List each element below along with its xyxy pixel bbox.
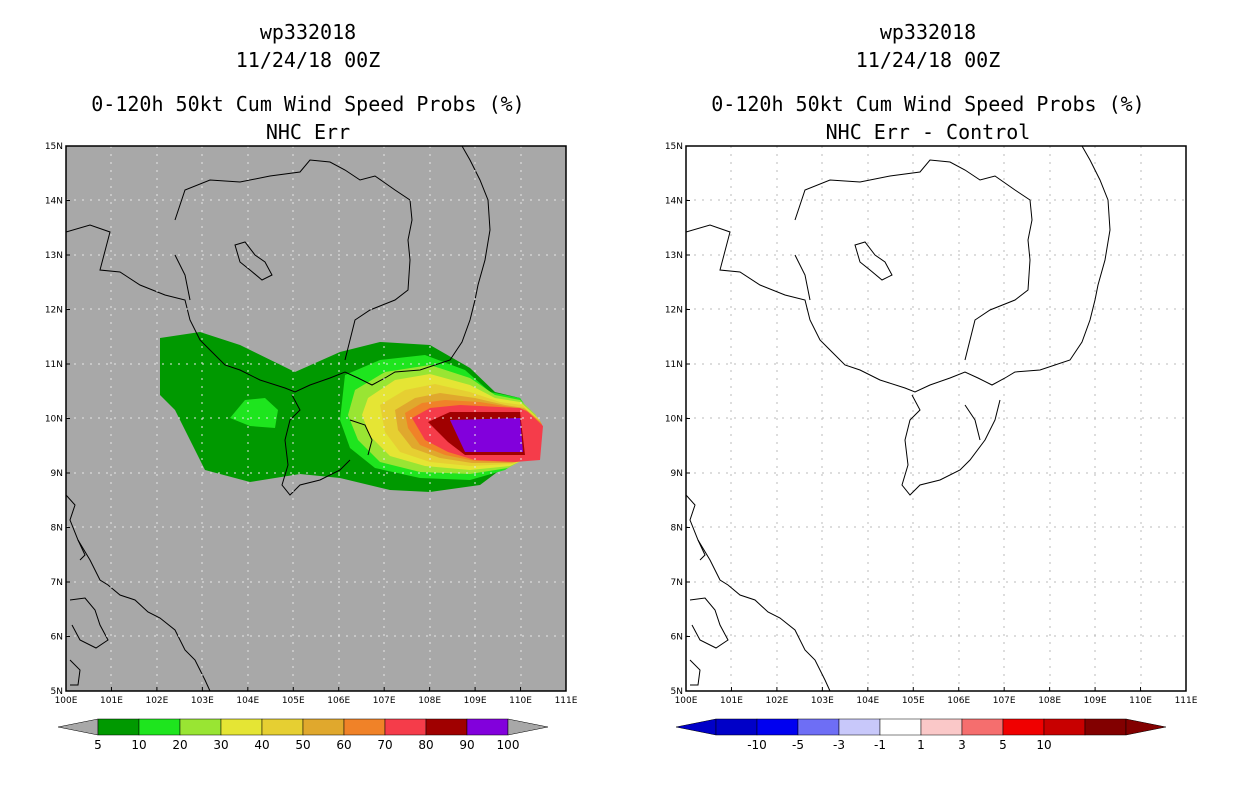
left-lat-tick-label: 11N	[45, 360, 63, 370]
left-colorbar-label: 50	[295, 738, 310, 752]
right-colorbar: -10 -5 -3 -1 1 3 5 10	[675, 718, 1167, 752]
right-colorbar-box	[961, 718, 1004, 736]
right-lon-tick-label: 107E	[993, 696, 1016, 706]
left-lat-tick-label: 7N	[51, 578, 63, 588]
right-lat-tick-label: 5N	[671, 687, 683, 697]
left-colorbar-label: 30	[213, 738, 228, 752]
right-colorbar-label: -5	[792, 738, 804, 752]
left-lat-tick-label: 9N	[51, 469, 63, 479]
left-lon-tick-label: 105E	[282, 696, 305, 706]
right-lon-tick-label: 100E	[675, 696, 698, 706]
left-date: 11/24/18 00Z	[235, 48, 381, 72]
left-colorbar-label: 20	[172, 738, 187, 752]
left-lon-tick-label: 107E	[373, 696, 396, 706]
left-lat-tick-label: 15N	[45, 142, 63, 152]
right-lat-tick-label: 6N	[671, 633, 683, 643]
right-lon-tick-label: 110E	[1129, 696, 1152, 706]
right-lat-tick-label: 10N	[665, 415, 683, 425]
right-coastlines	[686, 146, 1111, 691]
left-lat-tick-label: 8N	[51, 524, 63, 534]
right-colorbar-max-arrow	[1125, 718, 1167, 736]
right-lon-tick-label: 105E	[902, 696, 925, 706]
right-lat-tick-label: 12N	[665, 306, 683, 316]
left-colorbar-label: 5	[94, 738, 102, 752]
left-gridlines	[66, 146, 566, 691]
right-lon-tick-label: 111E	[1175, 696, 1198, 706]
right-colorbar-box	[797, 718, 840, 736]
left-colorbar-label: 60	[336, 738, 351, 752]
left-colorbar-label: 70	[377, 738, 392, 752]
left-lat-tick-label: 10N	[45, 415, 63, 425]
right-lon-tick-label: 108E	[1038, 696, 1061, 706]
right-colorbar-box	[1084, 718, 1127, 736]
left-colorbar-max-arrow	[507, 718, 549, 736]
left-lat-tick-label: 12N	[45, 306, 63, 316]
left-lon-tick-label: 109E	[464, 696, 487, 706]
right-colorbar-box	[920, 718, 963, 736]
left-colorbar-label: 80	[418, 738, 433, 752]
right-subtitle: NHC Err - Control	[825, 120, 1031, 144]
left-lat-tick-label: 14N	[45, 197, 63, 207]
right-colorbar-box	[1002, 718, 1045, 736]
left-lon-tick-label: 103E	[191, 696, 214, 706]
left-lon-tick-label: 101E	[100, 696, 123, 706]
left-lon-tick-label: 108E	[418, 696, 441, 706]
left-lon-tick-label: 102E	[145, 696, 168, 706]
right-colorbar-label: -1	[874, 738, 886, 752]
right-colorbar-label: 3	[958, 738, 966, 752]
prob-contour-90	[450, 418, 523, 452]
right-lat-tick-label: 14N	[665, 197, 683, 207]
right-colorbar-box	[756, 718, 799, 736]
right-title: 0-120h 50kt Cum Wind Speed Probs (%)	[711, 92, 1145, 116]
left-colorbar-label: 90	[459, 738, 474, 752]
left-lon-tick-label: 110E	[509, 696, 532, 706]
left-lon-tick-label: 106E	[327, 696, 350, 706]
prob-contour-10-patch	[230, 398, 278, 428]
right-lat-tick-label: 15N	[665, 142, 683, 152]
right-lon-tick-label: 104E	[856, 696, 879, 706]
right-colorbar-label: -3	[833, 738, 845, 752]
left-lon-tick-label: 104E	[236, 696, 259, 706]
right-date: 11/24/18 00Z	[855, 48, 1001, 72]
left-subtitle: NHC Err	[265, 120, 351, 144]
left-storm-id: wp332018	[259, 20, 357, 44]
right-colorbar-label: 10	[1036, 738, 1051, 752]
right-lat-tick-label: 7N	[671, 578, 683, 588]
right-lon-tick-label: 109E	[1084, 696, 1107, 706]
left-lat-tick-label: 13N	[45, 251, 63, 261]
right-lat-tick-label: 8N	[671, 524, 683, 534]
right-lon-tick-label: 103E	[811, 696, 834, 706]
right-colorbar-label: 1	[917, 738, 925, 752]
left-colorbar-label: 10	[131, 738, 146, 752]
left-lat-tick-label: 6N	[51, 633, 63, 643]
left-lon-tick-label: 111E	[555, 696, 578, 706]
right-colorbar-label: -10	[747, 738, 767, 752]
right-colorbar-min-arrow	[675, 718, 717, 736]
right-lat-tick-label: 13N	[665, 251, 683, 261]
left-colorbar-label: 100	[497, 738, 520, 752]
right-colorbar-box	[715, 718, 758, 736]
left-colorbar: 5 10 20 30 40 50 60 70 80 90 100	[57, 718, 549, 752]
right-colorbar-label: 5	[999, 738, 1007, 752]
left-lon-tick-label: 100E	[55, 696, 78, 706]
right-lon-tick-label: 106E	[947, 696, 970, 706]
left-title: 0-120h 50kt Cum Wind Speed Probs (%)	[91, 92, 525, 116]
right-colorbar-box	[879, 718, 922, 736]
left-colorbar-label: 40	[254, 738, 269, 752]
right-colorbar-box	[838, 718, 881, 736]
right-storm-id: wp332018	[879, 20, 977, 44]
left-axis-labels: 5N 6N 7N 8N 9N 10N 11N 12N 13N 14N 15N 100E 101E 102E…	[45, 142, 578, 706]
right-lon-tick-label: 101E	[720, 696, 743, 706]
right-gridlines	[686, 146, 1186, 691]
right-lat-tick-label: 11N	[665, 360, 683, 370]
left-lat-tick-label: 5N	[51, 687, 63, 697]
right-lat-tick-label: 9N	[671, 469, 683, 479]
right-lon-tick-label: 102E	[765, 696, 788, 706]
right-axis-labels: 5N 6N 7N 8N 9N 10N 11N 12N 13N 14N 15N 100E 101E 102E…	[665, 142, 1198, 706]
right-colorbar-box	[1043, 718, 1086, 736]
